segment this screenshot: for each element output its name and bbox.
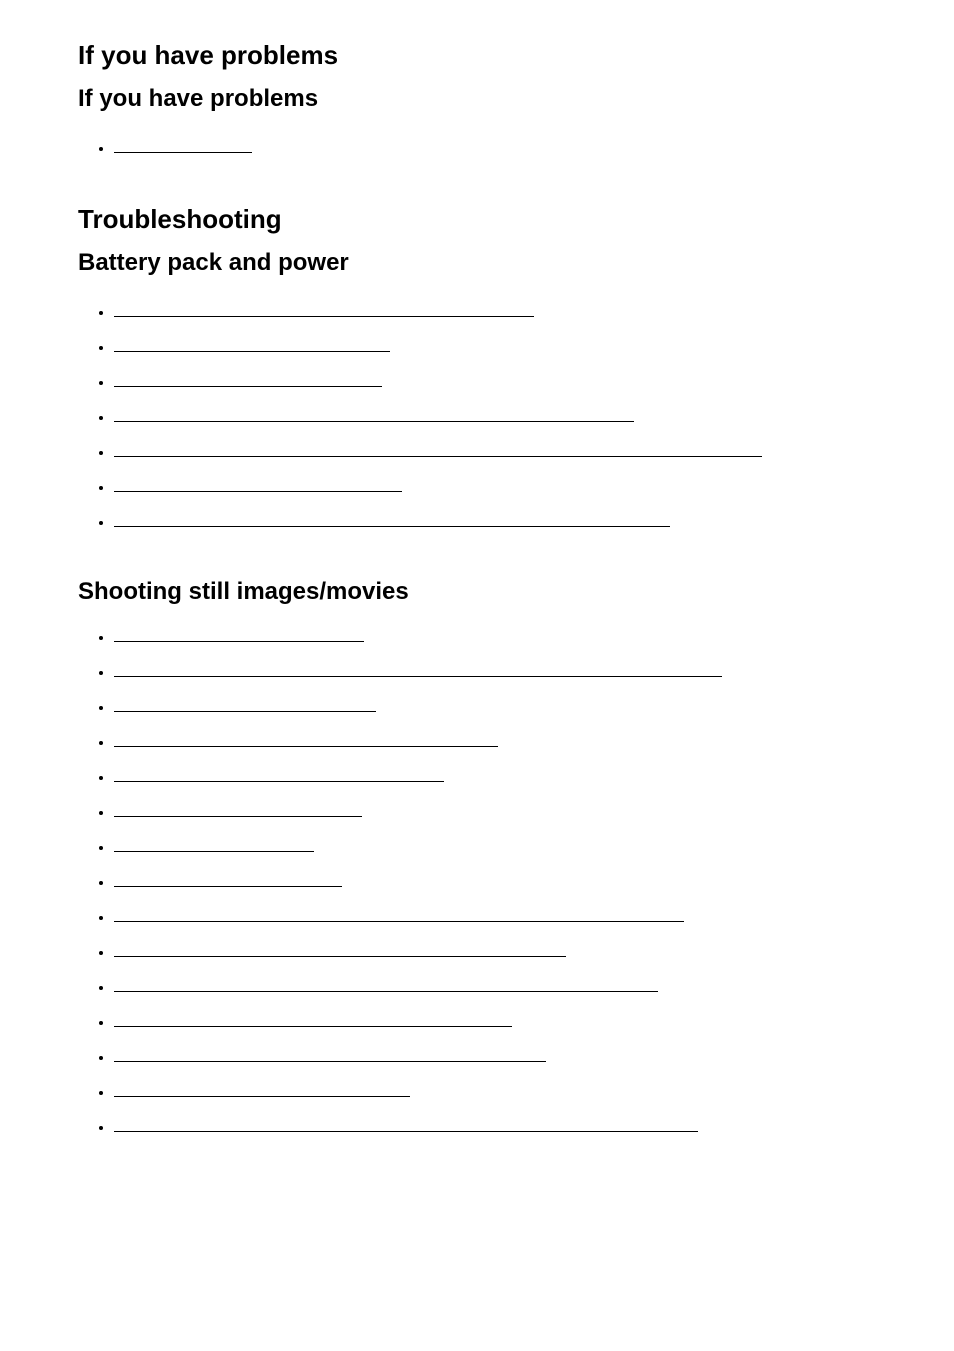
link-item[interactable]	[114, 768, 444, 782]
link-item[interactable]	[114, 443, 762, 457]
list-item	[114, 663, 876, 680]
link-item[interactable]	[114, 139, 252, 153]
link-item[interactable]	[114, 1083, 410, 1097]
list-item	[114, 338, 876, 355]
list-item	[114, 303, 876, 320]
page-title-troubleshooting: Troubleshooting	[78, 204, 876, 235]
link-item[interactable]	[114, 513, 670, 527]
list-item	[114, 873, 876, 890]
link-item[interactable]	[114, 478, 402, 492]
list-item	[114, 1013, 876, 1030]
link-item[interactable]	[114, 663, 722, 677]
link-item[interactable]	[114, 373, 382, 387]
link-item[interactable]	[114, 628, 364, 642]
list-item	[114, 1083, 876, 1100]
list-item	[114, 408, 876, 425]
list-item	[114, 443, 876, 460]
list-item	[114, 733, 876, 750]
link-item[interactable]	[114, 978, 658, 992]
link-item[interactable]	[114, 698, 376, 712]
section-heading-battery: Battery pack and power	[78, 249, 876, 277]
list-item	[114, 943, 876, 960]
link-item[interactable]	[114, 908, 684, 922]
link-item[interactable]	[114, 838, 314, 852]
list-item	[114, 838, 876, 855]
link-item[interactable]	[114, 408, 634, 422]
list-item	[114, 908, 876, 925]
list-item	[114, 1118, 876, 1135]
list-item	[114, 978, 876, 995]
list-item	[114, 1048, 876, 1065]
list-item	[114, 803, 876, 820]
link-item[interactable]	[114, 303, 534, 317]
link-item[interactable]	[114, 1118, 698, 1132]
list-item	[114, 373, 876, 390]
list-shooting	[78, 628, 876, 1135]
section-heading-ifproblems: If you have problems	[78, 85, 876, 113]
list-item	[114, 478, 876, 495]
link-item[interactable]	[114, 943, 566, 957]
link-item[interactable]	[114, 338, 390, 352]
page-title: If you have problems	[78, 40, 876, 71]
list-ifproblems	[78, 139, 876, 156]
link-item[interactable]	[114, 803, 362, 817]
link-item[interactable]	[114, 733, 498, 747]
list-battery	[78, 303, 876, 530]
list-item	[114, 628, 876, 645]
list-item	[114, 139, 876, 156]
link-item[interactable]	[114, 1013, 512, 1027]
link-item[interactable]	[114, 1048, 546, 1062]
list-item	[114, 768, 876, 785]
link-item[interactable]	[114, 873, 342, 887]
list-item	[114, 698, 876, 715]
list-item	[114, 513, 876, 530]
section-heading-shooting: Shooting still images/movies	[78, 578, 876, 606]
